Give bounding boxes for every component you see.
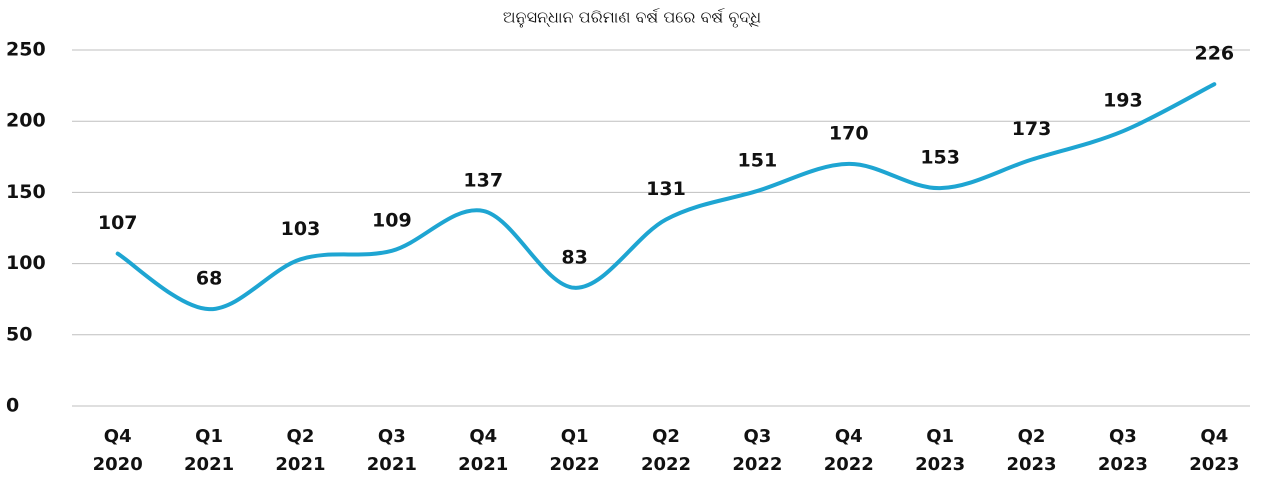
x-tick-label: 2021 [275,454,325,475]
x-tick-label: Q4 [469,426,497,447]
data-label: 109 [372,209,412,231]
x-tick-label: Q2 [287,426,315,447]
y-tick-label: 50 [6,323,32,345]
x-tick-label: 2022 [824,454,874,475]
data-label: 153 [920,147,960,169]
data-label: 173 [1012,118,1052,140]
data-label: 103 [281,218,321,240]
x-tick-label: Q3 [1109,426,1137,447]
chart-title: ଅନୁସନ୍ଧାନ ପରିମାଣ ବର୍ଷ ପରେ ବର୍ଷ ବୃଦ୍ଧି [503,8,761,28]
data-label: 170 [829,122,869,144]
x-tick-label: 2021 [458,454,508,475]
x-tick-label: 2023 [1006,454,1056,475]
data-label: 137 [463,169,503,191]
data-label: 226 [1194,43,1234,65]
x-tick-label: Q1 [926,426,954,447]
data-label: 68 [196,268,222,290]
data-label: 151 [738,149,778,171]
x-tick-label: 2020 [93,454,143,475]
x-tick-label: 2022 [641,454,691,475]
data-label: 107 [98,212,138,234]
y-tick-label: 100 [6,252,46,274]
x-tick-label: 2022 [550,454,600,475]
x-tick-label: Q1 [195,426,223,447]
y-tick-label: 150 [6,181,46,203]
data-label: 131 [646,178,686,200]
x-tick-label: Q2 [1018,426,1046,447]
y-tick-label: 250 [6,39,46,61]
x-tick-label: 2023 [1189,454,1239,475]
x-tick-label: Q1 [561,426,589,447]
y-tick-label: 200 [6,110,46,132]
x-tick-label: Q4 [835,426,863,447]
x-tick-label: Q4 [104,426,132,447]
x-tick-label: 2021 [184,454,234,475]
x-tick-label: Q2 [652,426,680,447]
x-tick-label: 2021 [367,454,417,475]
x-tick-label: 2022 [732,454,782,475]
x-tick-label: Q3 [378,426,406,447]
y-tick-label: 0 [6,395,19,417]
data-label: 193 [1103,90,1143,112]
x-tick-label: 2023 [1098,454,1148,475]
x-tick-label: Q4 [1200,426,1228,447]
data-label: 83 [561,246,587,268]
x-tick-label: 2023 [915,454,965,475]
line [115,82,1217,312]
x-tick-label: Q3 [743,426,771,447]
